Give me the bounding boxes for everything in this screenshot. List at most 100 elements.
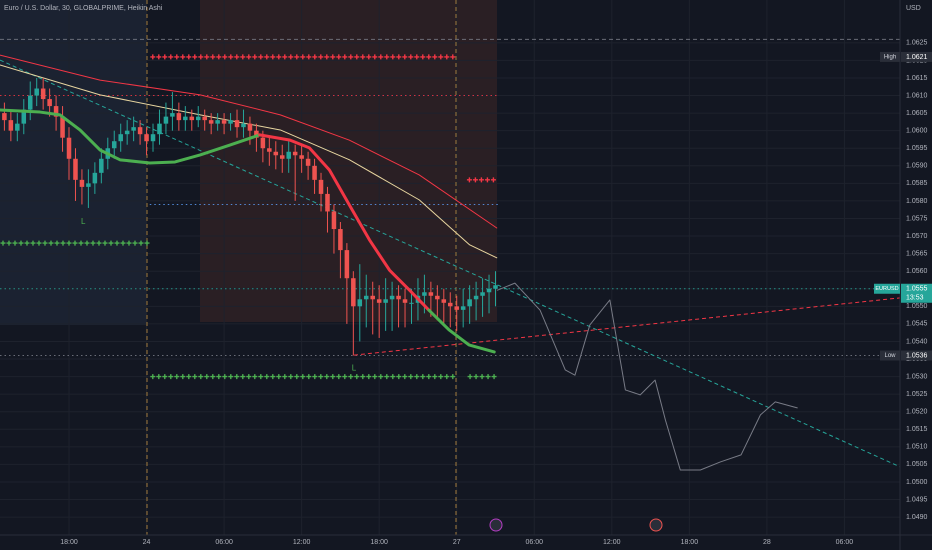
y-tick-label: 1.0615 [906,75,928,82]
y-tick-label: 1.0575 [906,215,928,222]
candle-body [40,88,46,100]
candle-body [183,116,188,121]
candle-body [331,211,337,230]
candle-body [176,113,182,121]
price-tag-name: High [884,54,896,60]
x-tick-label: 18:00 [370,539,388,546]
candle-body [137,127,143,135]
candle-body [99,158,104,173]
candle-body [208,120,214,124]
candle-body [73,158,78,180]
candle-body [254,130,259,138]
candle-body [460,306,466,310]
level-crosses [467,374,497,380]
indicator-line [427,308,496,354]
candle-body [267,148,272,152]
indicator-line [0,54,498,229]
price-tag-name-bg [880,51,900,62]
y-tick-label: 1.0515 [906,426,928,433]
trend-line [353,297,901,356]
candle-body [79,179,85,187]
annotation: L [352,363,357,372]
candle-body [370,295,375,300]
candle-body [279,155,285,159]
candle-body [325,193,330,212]
countdown: 13:53 [906,295,924,302]
candle-body [299,155,304,159]
grid [0,0,900,535]
y-tick-label: 1.0560 [906,268,928,275]
candle-body [124,130,130,135]
y-tick-label: 1.0625 [906,40,928,47]
symbol-tag: EURUSD [875,286,898,292]
candle-body [241,123,246,128]
y-tick-label: 1.0540 [906,338,928,345]
candle-body [144,134,149,142]
candle-body [351,278,356,307]
candle-body [286,151,291,159]
x-tick-label: 12:00 [603,539,621,546]
y-tick-label: 1.0605 [906,110,928,117]
x-tick-label: 18:00 [681,539,699,546]
candle-body [273,151,279,156]
x-tick-label: 28 [763,539,771,546]
candle-body [8,120,14,131]
candle-body [396,295,401,300]
axis-unit: USD [906,5,921,12]
candle-body [344,250,350,279]
x-tick-label: 06:00 [215,539,233,546]
x-tick-label: 06:00 [525,539,543,546]
candle-body [389,295,395,300]
y-tick-label: 1.0490 [906,514,928,521]
candle-body [383,299,388,303]
candle-body [363,295,369,300]
candle-body [473,295,479,300]
level-crosses [150,54,456,60]
candle-body [357,299,363,307]
level-crosses [150,374,456,380]
candle-body [409,302,414,304]
candle-body [260,137,266,149]
y-tick-label: 1.0520 [906,409,928,416]
indicator-line [258,133,431,312]
plot-area: LL [0,38,901,471]
y-tick-label: 1.0505 [906,461,928,468]
candle-body [486,288,492,293]
y-tick-label: 1.0590 [906,163,928,170]
last-price: 1.0555 [906,286,928,293]
x-tick-label: 18:00 [60,539,78,546]
candle-body [15,123,20,131]
y-tick-label: 1.0595 [906,145,928,152]
chart-title: Euro / U.S. Dollar, 30, GLOBALPRIME, Hei… [4,5,163,12]
candle-body [318,179,324,194]
indicator-line [496,282,798,471]
last-price-bg [901,283,932,303]
event-icon[interactable] [649,518,663,532]
y-tick-label: 1.0610 [906,92,928,99]
candle-body [221,120,227,124]
candle-body [157,123,162,135]
x-tick-label: 27 [453,539,461,546]
level-crosses [0,240,150,246]
candle-body [312,165,317,180]
event-icon[interactable] [489,518,503,532]
y-tick-label: 1.0600 [906,128,928,135]
candle-body [131,127,136,131]
price-tag-bg [901,350,932,361]
y-tick-label: 1.0510 [906,444,928,451]
candle-body [189,116,195,121]
candle-body [428,292,434,296]
candle-body [170,113,175,117]
candle-body [441,299,447,303]
candle-body [66,137,72,159]
candle-body [215,120,220,124]
candle-body [305,158,311,166]
symbol-tag-bg [874,283,900,294]
price-tag-name: Low [884,353,896,359]
candle-body [435,295,440,300]
candle-body [47,99,52,107]
candle-body [202,116,207,121]
axis-labels: 1.0490 1.0495 1.0500 1.0505 1.0510 1.0515 1.05… [60,40,932,546]
candle-body [376,299,382,303]
candle-body [493,285,498,289]
